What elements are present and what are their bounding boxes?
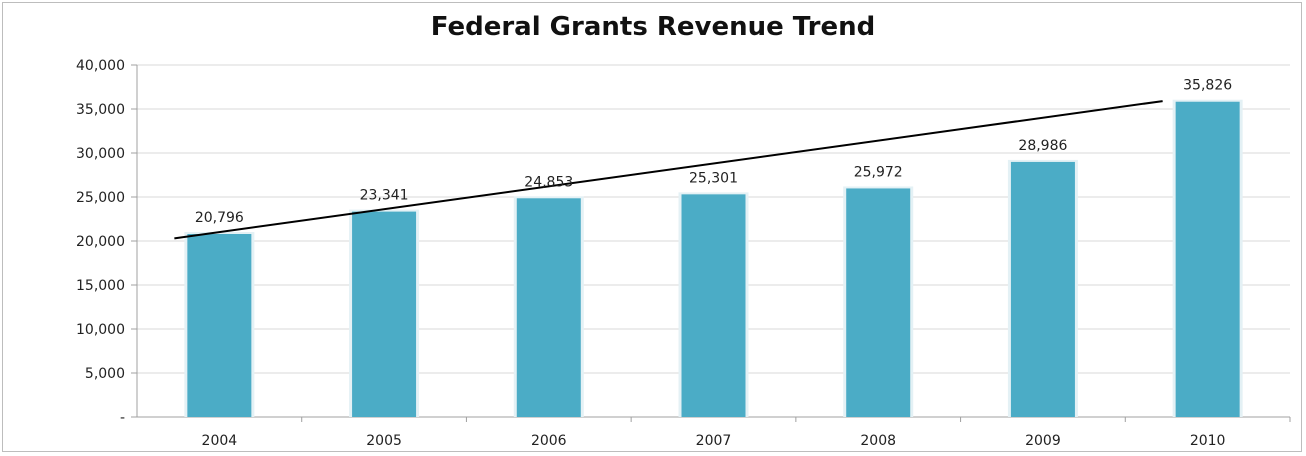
y-tick-label: 30,000: [76, 146, 125, 162]
x-tick-label: 2004: [202, 433, 238, 449]
data-label: 20,796: [195, 210, 244, 226]
x-tick-label: 2009: [1025, 433, 1061, 449]
x-tick-label: 2007: [696, 433, 732, 449]
bar-2008: [846, 188, 911, 417]
y-tick-label: -: [120, 410, 125, 426]
chart-title: Federal Grants Revenue Trend: [430, 12, 876, 42]
y-tick-label: 5,000: [85, 366, 125, 382]
bar-2007: [681, 194, 746, 417]
data-label: 23,341: [360, 188, 409, 204]
trendline: [174, 100, 1163, 240]
data-label: 35,826: [1183, 78, 1232, 94]
data-label: 28,986: [1018, 138, 1067, 154]
y-tick-label: 35,000: [76, 102, 125, 118]
x-tick-label: 2005: [366, 433, 402, 449]
y-tick-label: 40,000: [76, 58, 125, 74]
bar-2006: [516, 198, 581, 417]
trendline-group: [174, 100, 1163, 240]
y-tick-label: 25,000: [76, 190, 125, 206]
bar-2010: [1175, 101, 1240, 417]
bar-2005: [352, 211, 417, 417]
x-tick-label: 2008: [860, 433, 896, 449]
bars: [184, 99, 1243, 417]
x-tick-label: 2006: [531, 433, 567, 449]
bar-2009: [1010, 161, 1075, 417]
y-tick-label: 20,000: [76, 234, 125, 250]
data-label: 24,853: [524, 174, 573, 190]
data-label: 25,972: [854, 164, 903, 180]
y-tick-label: 10,000: [76, 322, 125, 338]
labels: - 5,000 10,000 15,000 20,000 25,000 30,000 35,0…: [76, 58, 1232, 449]
y-tick-label: 15,000: [76, 278, 125, 294]
x-tick-label: 2010: [1190, 433, 1226, 449]
data-label: 25,301: [689, 170, 738, 186]
bar-2004: [187, 233, 252, 417]
